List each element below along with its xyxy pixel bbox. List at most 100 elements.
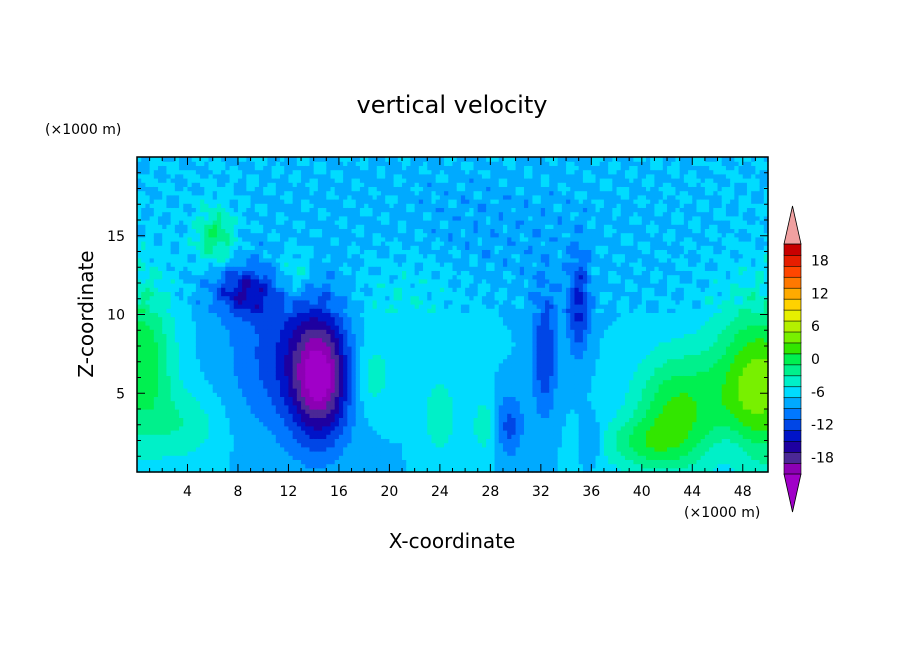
contour-cell (355, 371, 361, 376)
contour-cell (305, 455, 311, 460)
contour-cell (195, 459, 201, 465)
contour-cell (292, 161, 298, 166)
contour-cell (216, 312, 222, 318)
contour-cell (330, 442, 336, 448)
contour-cell (385, 157, 390, 162)
contour-cell (372, 413, 378, 418)
contour-cell (258, 362, 264, 368)
contour-cell (183, 358, 189, 364)
contour-cell (334, 186, 340, 192)
contour-cell (317, 375, 323, 381)
contour-cell (141, 446, 147, 452)
contour-cell (355, 396, 361, 402)
contour-cell (313, 312, 319, 318)
contour-cell (389, 467, 395, 473)
contour-cell (280, 253, 285, 259)
contour-cell (275, 388, 281, 393)
contour-cell (229, 459, 235, 465)
contour-cell (267, 178, 273, 183)
contour-cell (393, 392, 399, 397)
contour-cell (338, 463, 344, 469)
contour-cell (208, 169, 214, 175)
contour-cell (200, 262, 205, 267)
contour-cell (351, 463, 357, 469)
contour-cell (263, 253, 269, 259)
contour-cell (406, 337, 412, 343)
contour-cell (271, 245, 277, 250)
contour-cell (296, 421, 302, 427)
contour-cell (301, 425, 306, 431)
contour-cell (364, 434, 369, 439)
contour-cell (380, 362, 386, 368)
contour-cell (254, 396, 260, 402)
contour-cell (208, 287, 214, 292)
contour-cell (225, 325, 231, 330)
contour-cell (153, 287, 159, 292)
contour-cell (212, 451, 218, 456)
contour-cell (355, 375, 361, 381)
contour-cell (334, 417, 340, 423)
contour-cell (385, 249, 390, 255)
contour-cell (195, 404, 201, 410)
contour-cell (162, 367, 168, 372)
contour-cell (334, 211, 340, 217)
contour-cell (141, 425, 147, 431)
contour-cell (233, 316, 239, 322)
contour-cell (301, 388, 306, 393)
contour-cell (216, 278, 222, 284)
contour-cell (183, 400, 189, 406)
contour-cell (225, 165, 231, 171)
contour-cell (246, 333, 252, 339)
contour-cell (322, 446, 327, 452)
contour-cell (301, 463, 306, 469)
contour-cell (406, 346, 412, 351)
contour-cell (250, 249, 256, 255)
contour-cell (305, 178, 311, 183)
contour-cell (221, 358, 226, 364)
contour-cell (355, 341, 361, 347)
contour-cell (170, 291, 176, 297)
contour-cell (275, 274, 281, 280)
contour-cell (267, 446, 273, 452)
contour-cell (355, 291, 361, 297)
contour-cell (200, 396, 205, 402)
contour-cell (149, 316, 155, 322)
contour-cell (397, 236, 403, 242)
contour-cell (137, 266, 142, 271)
contour-cell (250, 425, 256, 431)
contour-cell (343, 173, 348, 179)
contour-cell (263, 337, 269, 343)
contour-cell (246, 274, 252, 280)
contour-cell (309, 299, 315, 305)
contour-cell (296, 388, 302, 393)
contour-cell (326, 291, 332, 297)
contour-cell (137, 337, 142, 343)
contour-cell (330, 375, 336, 381)
contour-cell (212, 157, 218, 162)
contour-cell (406, 467, 412, 473)
contour-cell (376, 463, 382, 469)
contour-cell (191, 262, 197, 267)
contour-cell (280, 274, 285, 280)
contour-cell (263, 425, 269, 431)
contour-cell (149, 333, 155, 339)
contour-cell (208, 299, 214, 305)
contour-cell (364, 316, 369, 322)
contour-cell (145, 463, 151, 469)
contour-cell (242, 455, 247, 460)
contour-cell (225, 203, 231, 208)
contour-cell (170, 413, 176, 418)
contour-cell (179, 467, 184, 473)
contour-cell (326, 421, 332, 427)
contour-cell (317, 262, 323, 267)
contour-cell (250, 467, 256, 473)
contour-cell (305, 157, 311, 162)
contour-cell (410, 169, 416, 175)
contour-cell (389, 287, 395, 292)
contour-cell (368, 325, 374, 330)
contour-cell (368, 383, 374, 389)
contour-cell (254, 178, 260, 183)
contour-cell (410, 308, 416, 313)
contour-cell (376, 413, 382, 418)
contour-cell (246, 442, 252, 448)
